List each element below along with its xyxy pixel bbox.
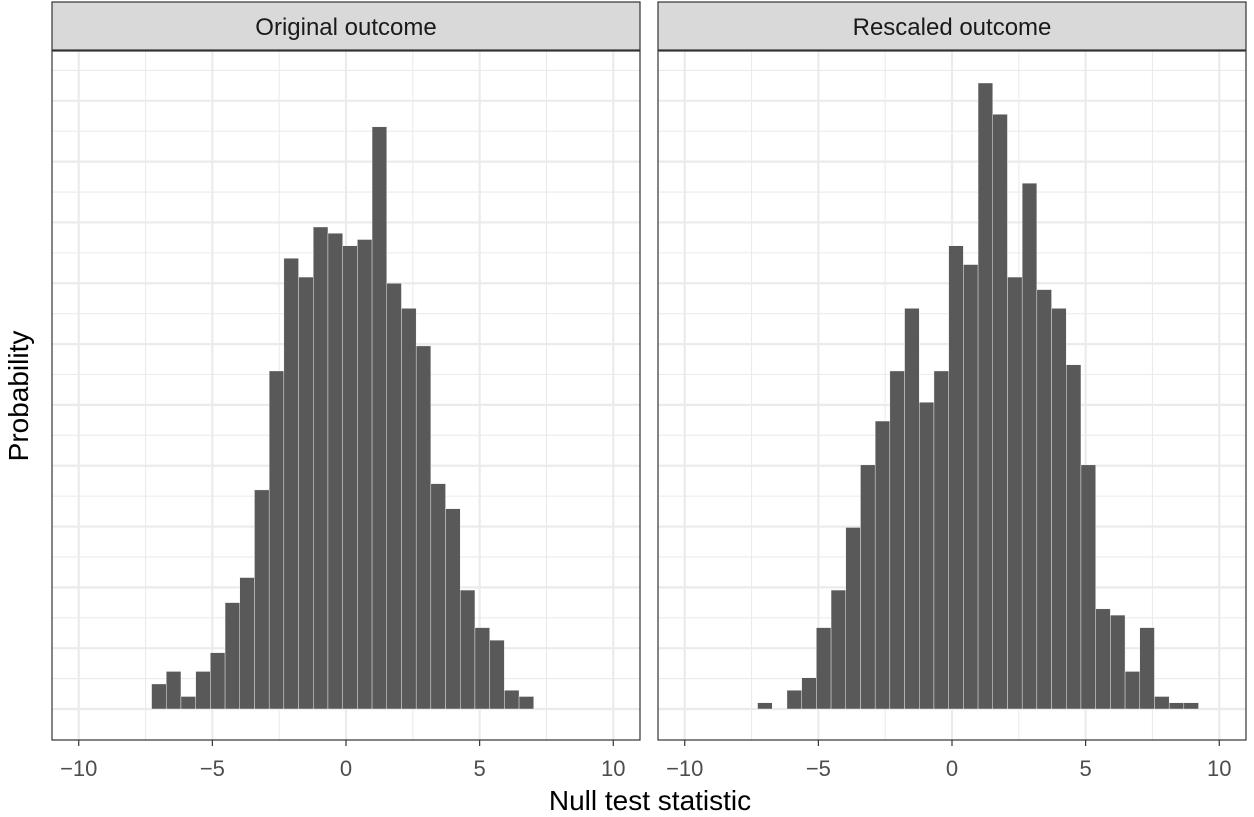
x-tick-label: 10	[601, 756, 625, 781]
histogram-bar	[518, 696, 534, 710]
histogram-bar	[504, 690, 520, 710]
histogram-bar	[386, 283, 402, 710]
histogram-bar	[1080, 464, 1096, 710]
histogram-bar	[919, 402, 935, 710]
histogram-bar	[977, 82, 993, 710]
histogram-bar	[357, 239, 373, 710]
histogram-bar	[816, 627, 832, 710]
histogram-bar	[415, 345, 432, 710]
panel-rescaled-outcome: Rescaled outcome −10 −5 0 5 10	[657, 1, 1247, 781]
panel-original-outcome: Original outcome −10 −5 0 5 10	[51, 1, 641, 781]
histogram-bar	[1168, 702, 1185, 710]
panel-title: Rescaled outcome	[853, 14, 1052, 41]
histogram-bar	[298, 276, 314, 710]
histogram-bar	[401, 308, 417, 710]
histogram-bar	[1124, 671, 1140, 710]
histogram-bar	[445, 508, 461, 710]
histogram-bar	[224, 602, 240, 710]
histogram-bar	[1183, 702, 1199, 710]
histogram-bar	[801, 677, 817, 710]
histogram-bar	[963, 264, 979, 710]
y-axis-title: Probability	[3, 331, 34, 462]
x-tick-label: 5	[1080, 756, 1092, 781]
histogram-bar	[904, 308, 920, 710]
histogram-bar	[239, 577, 255, 710]
x-axis: −10 −5 0 5 10	[60, 740, 626, 781]
histogram-bar	[948, 245, 964, 710]
histogram-bar	[1110, 614, 1126, 710]
histogram-bar	[151, 683, 167, 710]
histogram-bar	[283, 258, 299, 710]
histogram-bar	[1051, 308, 1067, 710]
histogram-bar	[489, 639, 505, 710]
x-tick-label: 0	[946, 756, 958, 781]
histogram-bar	[313, 226, 329, 710]
x-tick-label: −5	[806, 756, 831, 781]
histogram-bar	[1021, 182, 1038, 710]
histogram-bar	[474, 627, 490, 710]
histogram-bar	[1007, 276, 1023, 710]
histogram-bar	[371, 126, 387, 710]
strip-background	[657, 1, 1247, 51]
histogram-bar	[786, 690, 802, 710]
histogram-bar	[342, 245, 358, 710]
histogram-bar	[166, 671, 182, 710]
histogram-bar	[1154, 696, 1170, 710]
histogram-bar	[430, 483, 446, 710]
histogram-bar	[992, 114, 1008, 710]
histogram-bar	[327, 233, 343, 710]
histogram-bar	[254, 489, 270, 710]
histogram-bar	[210, 652, 226, 710]
x-tick-label: 0	[340, 756, 352, 781]
histogram-bar	[889, 370, 905, 710]
x-axis-title: Null test statistic	[549, 785, 751, 816]
histogram-bar	[1066, 364, 1082, 710]
strip-background	[51, 1, 641, 51]
x-tick-label: −10	[666, 756, 703, 781]
histogram-bar	[1139, 627, 1155, 710]
histogram-bar	[195, 671, 211, 710]
histogram-bar	[180, 696, 196, 710]
panel-title: Original outcome	[255, 14, 436, 41]
histogram-bars	[151, 126, 534, 710]
histogram-bar	[830, 589, 846, 710]
histogram-bar	[1036, 289, 1052, 710]
histogram-bar	[845, 527, 861, 710]
histogram-bars	[757, 82, 1199, 710]
histogram-bar	[757, 702, 773, 710]
x-tick-label: −10	[60, 756, 97, 781]
histogram-bar	[460, 589, 476, 710]
x-tick-label: −5	[200, 756, 225, 781]
histogram-bar	[874, 420, 891, 710]
x-tick-label: 5	[474, 756, 486, 781]
histogram-bar	[933, 370, 949, 710]
x-axis: −10 −5 0 5 10	[666, 740, 1232, 781]
x-tick-label: 10	[1207, 756, 1231, 781]
histogram-bar	[268, 370, 285, 710]
histogram-bar	[1095, 608, 1111, 710]
histogram-bar	[860, 464, 876, 710]
